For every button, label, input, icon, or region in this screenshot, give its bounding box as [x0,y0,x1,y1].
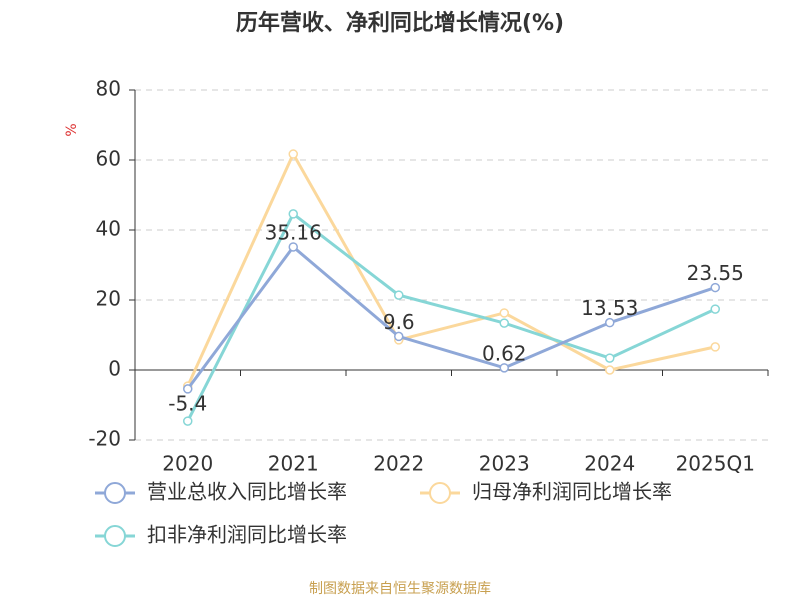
point [499,363,509,373]
x-tick-label: 2021 [268,452,319,476]
y-tick-label: 20 [96,287,121,311]
y-tick-label: 0 [108,357,121,381]
series-line [186,211,716,422]
point [499,308,509,318]
y-tick-label: 80 [96,77,121,101]
legend-marker [104,482,126,504]
y-tick-label: -20 [88,427,121,451]
legend-marker [104,525,126,547]
legend-label: 扣非净利润同比增长率 [147,523,347,547]
y-tick-label: 40 [96,217,121,241]
point [394,331,404,342]
legend-label: 营业总收入同比增长率 [147,480,347,504]
x-tick-label: 2024 [584,452,635,476]
legend-marker [429,482,451,504]
x-tick-label: 2025Q1 [676,452,755,476]
point [288,242,298,252]
data-label: 13.53 [581,296,638,320]
point [288,209,298,219]
legend-label: 归母净利润同比增长率 [472,480,672,504]
y-tick-label: 60 [96,147,121,171]
data-label: -5.4 [168,391,207,415]
x-tick-label: 2020 [162,452,213,476]
point [183,416,193,426]
point [499,318,509,328]
chart-title: 历年营收、净利同比增长情况(%) [236,10,564,36]
point [605,353,615,363]
y-axis-label: % [64,123,80,136]
source-note: 制图数据来自恒生聚源数据库 [309,581,491,597]
x-tick-label: 2022 [373,452,424,476]
point [288,149,298,159]
point [710,304,720,314]
point [710,282,720,293]
x-tick-label: 2023 [479,452,530,476]
point [394,290,404,300]
point [183,384,193,394]
data-label: 35.16 [265,220,322,244]
point [710,342,720,352]
point [605,317,615,328]
series-line [186,244,716,390]
data-label: 9.6 [383,310,415,334]
point [605,365,615,375]
series-line [186,150,716,387]
data-label: 23.55 [687,261,744,285]
data-label: 0.62 [482,341,527,365]
